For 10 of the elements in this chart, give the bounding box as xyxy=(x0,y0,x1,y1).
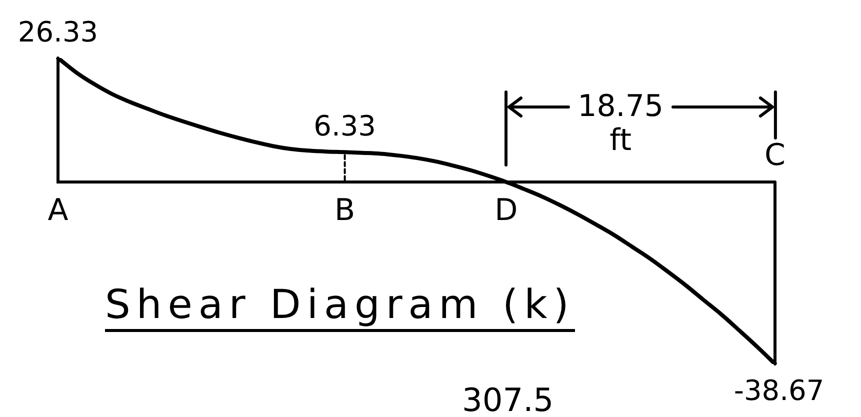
x-tick-label: C xyxy=(764,138,786,173)
annotation: 18.75 ft xyxy=(578,89,664,158)
text: Shear Diagram (k) xyxy=(105,282,575,332)
x-tick-label: A xyxy=(48,192,69,228)
annotation: 6.33 xyxy=(314,109,376,142)
x-tick-label: D xyxy=(494,192,518,228)
text: -38.67 xyxy=(734,374,824,408)
x-tick-label: B xyxy=(334,192,356,228)
annotation: 26.33 xyxy=(18,15,98,48)
text: 307.5 xyxy=(462,381,554,417)
